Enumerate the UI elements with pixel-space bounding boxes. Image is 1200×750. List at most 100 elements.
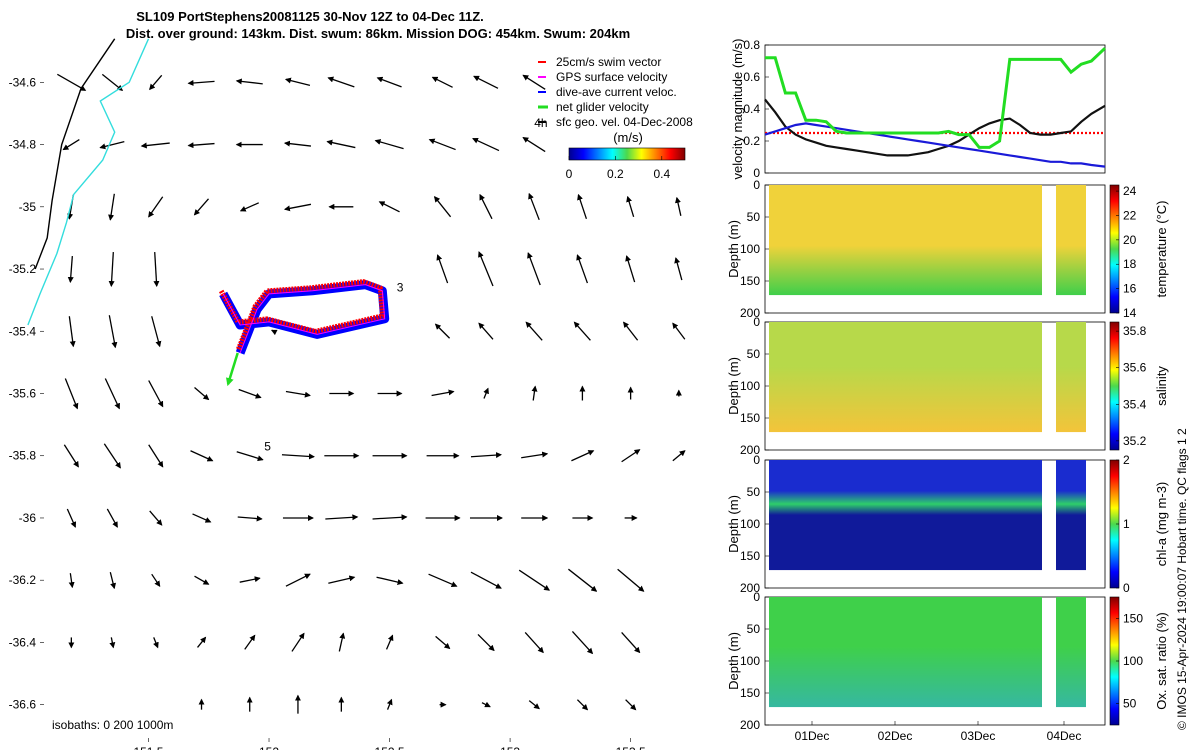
surface-velocity-arrow bbox=[67, 255, 74, 284]
surface-velocity-arrow bbox=[571, 630, 594, 655]
surface-velocity-arrow bbox=[338, 632, 346, 652]
surface-velocity-arrow bbox=[623, 321, 639, 341]
heatmap-data-block-2 bbox=[1056, 460, 1086, 571]
surface-velocity-arrow bbox=[62, 139, 80, 151]
heatmap-y-tick-label: 0 bbox=[753, 315, 760, 329]
heatmap-colorbar-tick-label: 20 bbox=[1123, 233, 1137, 247]
heatmap-data-block-2 bbox=[1056, 322, 1086, 433]
heatmap-y-tick-label: 100 bbox=[740, 379, 760, 393]
surface-velocity-arrow bbox=[285, 573, 311, 587]
surface-velocity-arrow bbox=[244, 634, 256, 650]
surface-velocity-arrow bbox=[57, 73, 87, 91]
heatmap-data-block-1 bbox=[769, 322, 1042, 433]
heatmap-colorbar-tick-label: 35.2 bbox=[1123, 434, 1147, 448]
heatmap-y-tick-label: 150 bbox=[740, 549, 760, 563]
heatmap-colorbar-tick-label: 1 bbox=[1123, 517, 1130, 531]
surface-velocity-arrow bbox=[151, 573, 161, 588]
map-y-tick-label: -36.2 bbox=[9, 573, 37, 587]
surface-velocity-arrow bbox=[428, 138, 456, 151]
legend-swim: 25cm/s swim vector bbox=[556, 55, 661, 69]
velocity-y-tick-labels: 0 0.2 0.4 0.6 0.8 bbox=[743, 38, 769, 180]
surface-velocity-arrow bbox=[153, 637, 159, 649]
surface-vector-field bbox=[57, 73, 686, 714]
heatmap-y-tick-label: 50 bbox=[747, 485, 761, 499]
surface-velocity-arrow bbox=[472, 137, 500, 152]
surface-velocity-arrow bbox=[524, 631, 544, 654]
surface-velocity-arrow bbox=[66, 508, 77, 528]
map-colorbar-ticks: 0 0.2 0.4 bbox=[566, 156, 670, 181]
map-colorbar-tick-label: 0.4 bbox=[653, 167, 670, 181]
surface-velocity-arrow bbox=[192, 513, 212, 523]
surface-velocity-arrow bbox=[522, 74, 546, 90]
surface-velocity-arrow bbox=[108, 315, 118, 349]
heatmap-colorbar-label: chl-a (mg m-3) bbox=[1154, 482, 1169, 567]
surface-velocity-arrow bbox=[617, 568, 645, 592]
surface-velocity-arrow bbox=[518, 569, 551, 591]
surface-velocity-arrow bbox=[479, 193, 493, 220]
heatmap-colorbar-tick-label: 16 bbox=[1123, 282, 1137, 296]
map-y-tick-label: -35.6 bbox=[9, 387, 37, 401]
heatmap-x-tick-label: 01Dec bbox=[795, 729, 830, 743]
surface-velocity-arrow bbox=[291, 632, 305, 652]
velocity-line-gps bbox=[764, 98, 1106, 157]
surface-velocity-arrow bbox=[326, 139, 356, 149]
surface-velocity-arrow bbox=[521, 451, 549, 459]
surface-velocity-arrow bbox=[478, 322, 494, 340]
heatmap-y-tick-label: 200 bbox=[740, 306, 760, 320]
surface-velocity-arrow bbox=[473, 75, 499, 89]
heatmap-x-tick-label: 04Dec bbox=[1047, 729, 1082, 743]
surface-velocity-arrow bbox=[576, 699, 589, 711]
surface-velocity-arrow bbox=[109, 637, 116, 649]
surface-velocity-arrow bbox=[576, 254, 589, 284]
surface-velocity-arrow bbox=[525, 321, 543, 341]
surface-velocity-arrow bbox=[386, 698, 393, 710]
surface-velocity-arrow bbox=[63, 444, 79, 468]
surface-velocity-arrow bbox=[148, 380, 164, 408]
velocity-y-tick-label: 0.4 bbox=[743, 102, 760, 116]
heatmap-colorbar-tick-label: 35.6 bbox=[1123, 361, 1147, 375]
heatmap-panel-chla: 0 50 100 150 200 Depth (m) 0 1 2 chl-a (mg m-3) bbox=[726, 453, 1169, 595]
heatmap-panel-salinity: 0 50 100 150 200 Depth (m) 35.2 35.4 35.6 35.8 sal… bbox=[726, 315, 1169, 457]
surface-velocity-arrow bbox=[376, 576, 404, 585]
surface-velocity-arrow bbox=[238, 388, 262, 399]
map-y-tick-label: -36.4 bbox=[9, 635, 37, 649]
heatmap-colorbar-label: temperature (°C) bbox=[1154, 201, 1169, 298]
surface-velocity-arrow bbox=[283, 140, 312, 147]
surface-velocity-arrow bbox=[431, 389, 455, 397]
map-legend: 25cm/s swim vector GPS surface velocity … bbox=[538, 55, 693, 129]
track-label: 5 bbox=[264, 439, 271, 453]
surface-velocity-arrow bbox=[190, 450, 214, 462]
heatmap-colorbar-tick-label: 22 bbox=[1123, 208, 1137, 222]
surface-velocity-arrow bbox=[374, 139, 404, 150]
heatmap-colorbar-tick-label: 24 bbox=[1123, 184, 1137, 198]
surface-velocity-arrow bbox=[187, 79, 215, 86]
surface-velocity-arrow bbox=[101, 73, 124, 91]
surface-velocity-arrow bbox=[236, 451, 264, 462]
map-y-tick-label: -34.6 bbox=[9, 75, 37, 89]
map-y-tick-label: -36 bbox=[19, 511, 37, 525]
surface-velocity-arrow bbox=[674, 257, 683, 281]
map-plot-area bbox=[40, 45, 715, 742]
footer-stamp: © IMOS 15-Apr-2024 19:00:07 Hobart time.… bbox=[1175, 428, 1189, 730]
track-label: 3 bbox=[397, 281, 404, 295]
surface-velocity-arrow bbox=[68, 316, 76, 348]
surface-velocity-arrow bbox=[193, 198, 210, 216]
legend-gps: GPS surface velocity bbox=[556, 70, 667, 84]
surface-velocity-arrow bbox=[433, 196, 452, 218]
surface-velocity-arrow bbox=[522, 137, 546, 153]
heatmap-data-block-1 bbox=[769, 597, 1042, 708]
surface-velocity-arrow bbox=[568, 568, 598, 592]
surface-velocity-arrow bbox=[435, 635, 451, 650]
surface-velocity-arrow bbox=[106, 508, 118, 528]
heatmap-colorbar-tick-label: 18 bbox=[1123, 257, 1137, 271]
surface-velocity-arrow bbox=[483, 387, 489, 399]
velocity-line-net bbox=[765, 47, 1107, 149]
surface-velocity-arrow bbox=[672, 322, 686, 340]
surface-velocity-arrow bbox=[385, 634, 394, 650]
heatmap-colorbar-label: salinity bbox=[1154, 366, 1169, 406]
coastline bbox=[34, 38, 116, 270]
surface-velocity-arrow bbox=[431, 76, 453, 88]
map-x-tick-label: 153 bbox=[500, 745, 520, 750]
